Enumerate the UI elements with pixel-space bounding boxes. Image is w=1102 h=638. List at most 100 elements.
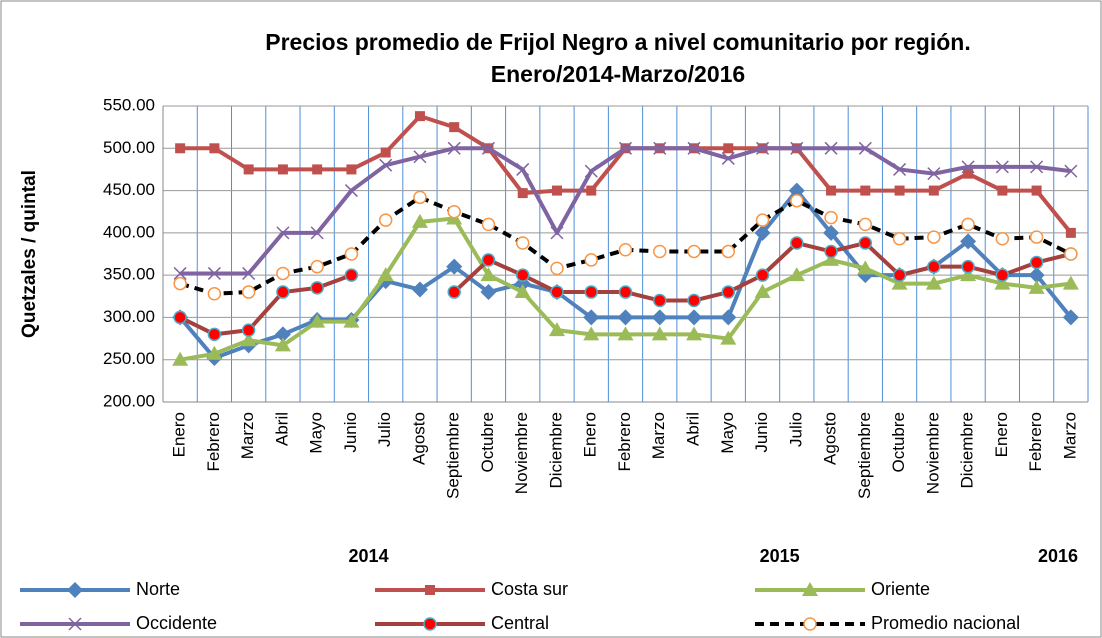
x-tick-label: Mayo — [307, 412, 326, 454]
point — [548, 322, 565, 337]
point — [721, 244, 736, 259]
point — [516, 162, 530, 176]
x-tick-label: Agosto — [821, 412, 840, 465]
point — [858, 236, 873, 250]
x-tick-label: Marzo — [1060, 412, 1079, 459]
point — [1064, 247, 1078, 261]
point — [584, 164, 598, 178]
point — [1028, 279, 1045, 294]
point — [1062, 275, 1079, 290]
point — [1029, 255, 1044, 270]
x-tick-label: Febrero — [1026, 412, 1045, 472]
point — [927, 259, 941, 274]
point — [411, 213, 428, 228]
point — [377, 267, 394, 282]
point — [960, 267, 977, 282]
point — [1028, 267, 1045, 284]
y-tick-label: 200.00 — [103, 391, 155, 410]
point — [893, 162, 907, 176]
point — [653, 244, 667, 259]
point — [277, 164, 288, 175]
point — [380, 147, 391, 158]
point — [790, 236, 804, 250]
point — [687, 141, 701, 155]
chart-title: Precios promedio de Frijol Negro a nivel… — [265, 29, 970, 55]
point — [997, 185, 1008, 196]
point — [755, 213, 770, 227]
x-tick-label: Septiembre — [444, 412, 463, 499]
point — [686, 309, 703, 326]
point — [67, 582, 83, 598]
point — [276, 285, 290, 299]
x-tick-label: Noviembre — [923, 412, 942, 494]
point — [802, 582, 818, 596]
point — [1062, 309, 1079, 326]
point — [584, 253, 598, 267]
point — [172, 351, 189, 366]
point — [963, 168, 974, 179]
point — [276, 266, 290, 281]
legend-label: Norte — [136, 579, 180, 599]
x-group-label: 2016 — [1038, 546, 1078, 566]
point — [379, 158, 393, 172]
x-tick-label: Enero — [992, 412, 1011, 457]
x-tick-label: Abril — [272, 412, 291, 446]
point — [207, 266, 221, 280]
point — [584, 285, 598, 299]
point — [961, 160, 975, 174]
point — [514, 284, 531, 299]
point — [788, 182, 805, 199]
point — [824, 210, 838, 225]
point — [310, 281, 324, 295]
point — [207, 286, 222, 301]
point — [414, 111, 425, 122]
point — [515, 268, 530, 282]
point — [274, 326, 291, 343]
x-tick-label: Agosto — [409, 412, 428, 465]
point — [241, 323, 256, 337]
point — [721, 151, 735, 165]
point — [515, 236, 530, 250]
point — [790, 193, 804, 208]
point — [68, 617, 82, 631]
legend-label: Promedio nacional — [871, 613, 1020, 633]
legend-label: Costa sur — [491, 579, 568, 599]
point — [586, 185, 597, 196]
point — [413, 190, 427, 205]
point — [823, 251, 840, 266]
point — [1030, 160, 1044, 174]
point — [995, 232, 1010, 246]
point — [755, 268, 770, 282]
point — [892, 268, 907, 282]
point — [961, 217, 975, 232]
point — [723, 143, 734, 154]
point — [653, 293, 667, 308]
point — [481, 253, 496, 267]
x-tick-label: Junio — [752, 412, 771, 453]
point — [857, 260, 874, 275]
point — [824, 244, 838, 259]
point — [618, 285, 633, 299]
chart-subtitle: Enero/2014-Marzo/2016 — [491, 61, 745, 87]
point — [1031, 185, 1042, 196]
point — [447, 204, 461, 219]
point — [481, 217, 496, 232]
point — [618, 243, 633, 257]
point — [242, 266, 256, 280]
x-tick-label: Enero — [170, 412, 189, 457]
point — [209, 143, 220, 154]
point — [447, 285, 461, 299]
point — [686, 326, 703, 341]
point — [310, 226, 324, 240]
x-tick-label: Febrero — [615, 412, 634, 472]
point — [754, 284, 771, 299]
point — [756, 141, 770, 155]
point — [858, 141, 872, 155]
point — [481, 141, 495, 155]
point — [447, 141, 461, 155]
point — [413, 150, 427, 164]
point — [617, 309, 634, 326]
point — [826, 185, 837, 196]
legend-label: Occidente — [136, 613, 217, 633]
point — [310, 259, 324, 274]
